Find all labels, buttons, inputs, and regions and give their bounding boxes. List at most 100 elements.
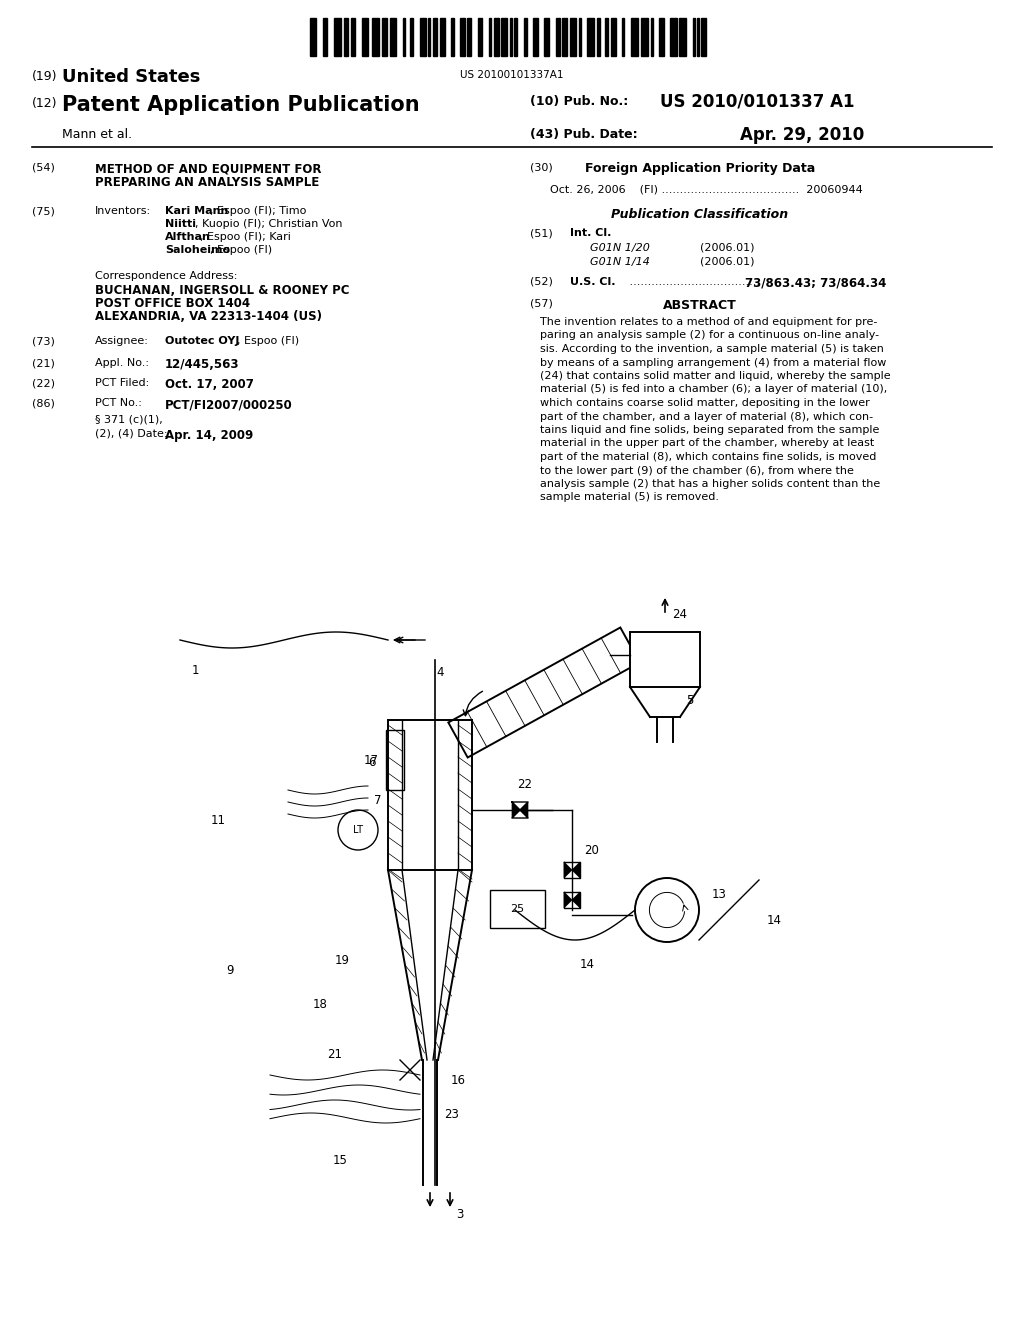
Text: Inventors:: Inventors: [95,206,152,216]
Bar [390,18,395,55]
Bar [344,18,348,55]
Bar [502,18,507,55]
Bar [524,18,527,55]
Bar [323,18,327,55]
Text: (30): (30) [530,162,553,172]
Text: by means of a sampling arrangement (4) from a material flow: by means of a sampling arrangement (4) f… [540,358,887,367]
Text: ....................................: .................................... [626,277,760,286]
Text: Outotec OYJ: Outotec OYJ [165,337,240,346]
Text: 23: 23 [444,1109,460,1122]
Text: 20: 20 [585,843,599,857]
Text: , Espoo (FI): , Espoo (FI) [210,246,272,255]
Bar [460,18,465,55]
Text: METHOD OF AND EQUIPMENT FOR: METHOD OF AND EQUIPMENT FOR [95,162,322,176]
Text: analysis sample (2) that has a higher solids content than the: analysis sample (2) that has a higher so… [540,479,881,488]
Text: 4: 4 [436,665,443,678]
Text: Publication Classification: Publication Classification [611,209,788,220]
Text: G01N 1/20: G01N 1/20 [590,243,650,253]
Text: 3: 3 [457,1209,464,1221]
Text: PCT Filed:: PCT Filed: [95,378,150,388]
Text: United States: United States [62,69,201,86]
Bar [630,632,700,686]
Bar [494,18,500,55]
Text: 22: 22 [517,779,532,792]
Polygon shape [572,892,580,908]
Bar [433,18,437,55]
Text: US 20100101337A1: US 20100101337A1 [460,70,564,81]
Bar [439,18,445,55]
Bar [556,18,560,55]
Text: BUCHANAN, INGERSOLL & ROONEY PC: BUCHANAN, INGERSOLL & ROONEY PC [95,284,349,297]
Text: ALEXANDRIA, VA 22313-1404 (US): ALEXANDRIA, VA 22313-1404 (US) [95,310,322,323]
Bar [428,18,429,55]
Bar [386,730,404,789]
Bar [700,18,707,55]
Text: (54): (54) [32,162,55,172]
Text: U.S. Cl.: U.S. Cl. [570,277,615,286]
Bar [489,18,492,55]
Bar [622,18,624,55]
Text: (51): (51) [530,228,553,238]
Bar [651,18,653,55]
Text: (12): (12) [32,96,57,110]
Bar [658,18,664,55]
Text: (10) Pub. No.:: (10) Pub. No.: [530,95,633,108]
Bar [334,18,341,55]
Bar [670,18,677,55]
Text: PREPARING AN ANALYSIS SAMPLE: PREPARING AN ANALYSIS SAMPLE [95,176,319,189]
Bar [451,18,455,55]
Text: 14: 14 [580,958,595,972]
Bar [467,18,471,55]
Text: part of the chamber, and a layer of material (8), which con-: part of the chamber, and a layer of mate… [540,412,873,421]
Text: § 371 (c)(1),: § 371 (c)(1), [95,414,163,425]
Text: , Espoo (FI): , Espoo (FI) [237,337,299,346]
Text: 5: 5 [686,693,693,706]
Text: 13: 13 [712,888,726,902]
Text: material in the upper part of the chamber, whereby at least: material in the upper part of the chambe… [540,438,874,449]
Text: Alfthan: Alfthan [165,232,211,242]
Bar [490,890,545,928]
Text: 24: 24 [673,609,687,622]
Text: (22): (22) [32,378,55,388]
Text: Foreign Application Priority Data: Foreign Application Priority Data [585,162,815,176]
Text: Saloheimo: Saloheimo [165,246,230,255]
Text: 15: 15 [333,1154,347,1167]
Bar [570,18,575,55]
Bar [382,18,387,55]
Text: (2006.01): (2006.01) [700,243,755,253]
Bar [362,18,368,55]
Text: to the lower part (9) of the chamber (6), from where the: to the lower part (9) of the chamber (6)… [540,466,854,475]
Text: paring an analysis sample (2) for a continuous on-line analy-: paring an analysis sample (2) for a cont… [540,330,880,341]
Text: 11: 11 [211,813,225,826]
Text: Mann et al.: Mann et al. [62,128,132,141]
Bar [697,18,699,55]
Text: (19): (19) [32,70,57,83]
Bar [351,18,355,55]
Text: Correspondence Address:: Correspondence Address: [95,271,238,281]
Bar [641,18,648,55]
Bar [562,18,567,55]
Text: G01N 1/14: G01N 1/14 [590,257,650,267]
Text: part of the material (8), which contains fine solids, is moved: part of the material (8), which contains… [540,451,877,462]
Bar [510,18,512,55]
Text: 17: 17 [364,754,379,767]
Text: Oct. 26, 2006    (FI) ......................................  20060944: Oct. 26, 2006 (FI) .....................… [550,183,863,194]
Text: Patent Application Publication: Patent Application Publication [62,95,420,115]
Bar [597,18,600,55]
Text: (52): (52) [530,277,553,286]
Bar [605,18,608,55]
Bar [532,18,538,55]
Bar [587,18,594,55]
Text: which contains coarse solid matter, depositing in the lower: which contains coarse solid matter, depo… [540,399,869,408]
Text: (24) that contains solid matter and liquid, whereby the sample: (24) that contains solid matter and liqu… [540,371,891,381]
Text: 16: 16 [451,1073,466,1086]
Text: 73/863.43; 73/864.34: 73/863.43; 73/864.34 [745,277,887,290]
Text: PCT/FI2007/000250: PCT/FI2007/000250 [165,399,293,411]
Text: 18: 18 [312,998,328,1011]
Bar [411,18,413,55]
Text: The invention relates to a method of and equipment for pre-: The invention relates to a method of and… [540,317,878,327]
Text: (73): (73) [32,337,55,346]
Text: 21: 21 [328,1048,342,1061]
Text: Int. Cl.: Int. Cl. [570,228,611,238]
Text: (86): (86) [32,399,55,408]
